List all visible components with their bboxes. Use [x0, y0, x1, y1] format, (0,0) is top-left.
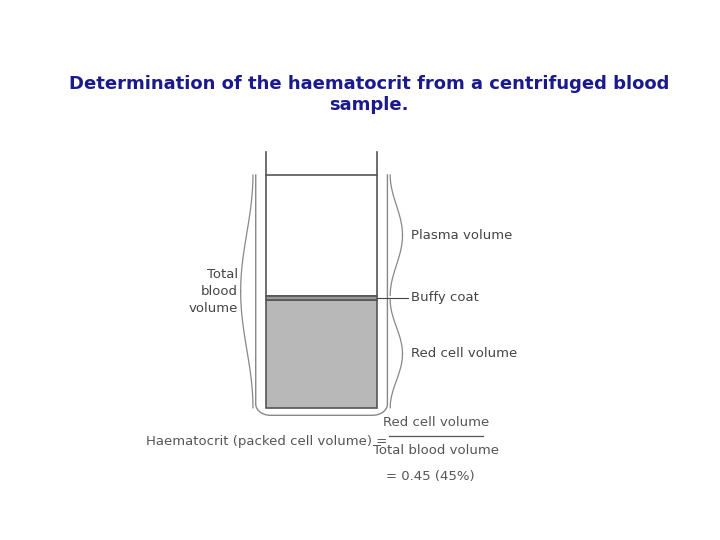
Text: Red cell volume: Red cell volume — [383, 416, 489, 429]
Text: Total blood volume: Total blood volume — [373, 444, 499, 457]
Text: Red cell volume: Red cell volume — [411, 347, 517, 360]
Bar — [266, 300, 377, 408]
Text: Total
blood
volume: Total blood volume — [189, 268, 238, 315]
Bar — [266, 175, 377, 295]
Text: sample.: sample. — [329, 96, 409, 114]
Bar — [266, 295, 377, 300]
Text: Plasma volume: Plasma volume — [411, 229, 512, 242]
Text: Determination of the haematocrit from a centrifuged blood: Determination of the haematocrit from a … — [69, 75, 669, 93]
Text: Haematocrit (packed cell volume) =: Haematocrit (packed cell volume) = — [145, 435, 387, 448]
Text: = 0.45 (45%): = 0.45 (45%) — [386, 470, 474, 483]
Text: Buffy coat: Buffy coat — [411, 291, 479, 304]
